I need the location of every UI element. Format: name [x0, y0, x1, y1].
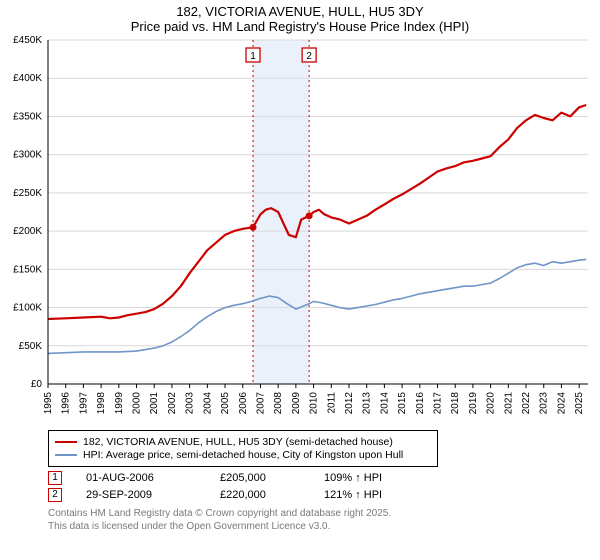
- footer-line: This data is licensed under the Open Gov…: [48, 521, 592, 534]
- svg-text:2006: 2006: [238, 392, 249, 415]
- svg-text:2: 2: [306, 51, 312, 62]
- svg-text:£200K: £200K: [13, 226, 42, 237]
- sale-row: 2 29-SEP-2009 £220,000 121% ↑ HPI: [48, 488, 592, 502]
- svg-text:2003: 2003: [185, 392, 196, 415]
- svg-text:£350K: £350K: [13, 111, 42, 122]
- svg-text:1999: 1999: [114, 392, 125, 415]
- legend-swatch: [55, 454, 77, 456]
- svg-text:£100K: £100K: [13, 303, 42, 314]
- svg-text:2024: 2024: [556, 392, 567, 415]
- svg-text:2020: 2020: [486, 392, 497, 415]
- svg-text:2005: 2005: [220, 392, 231, 415]
- legend-label: 182, VICTORIA AVENUE, HULL, HU5 3DY (sem…: [83, 436, 393, 448]
- svg-text:2008: 2008: [273, 392, 284, 415]
- sale-marker-box: 1: [48, 471, 62, 485]
- sale-date: 29-SEP-2009: [86, 489, 196, 501]
- chart-area: £0 £50K £100K £150K £200K £250K £300K £350K £400…: [0, 36, 600, 426]
- svg-text:2019: 2019: [468, 392, 479, 415]
- svg-text:£300K: £300K: [13, 150, 42, 161]
- svg-text:£150K: £150K: [13, 264, 42, 275]
- svg-text:1: 1: [250, 51, 256, 62]
- sale-row: 1 01-AUG-2006 £205,000 109% ↑ HPI: [48, 471, 592, 485]
- svg-text:2023: 2023: [539, 392, 550, 415]
- svg-text:2013: 2013: [362, 392, 373, 415]
- svg-text:2002: 2002: [167, 392, 178, 415]
- footer: Contains HM Land Registry data © Crown c…: [48, 508, 592, 533]
- svg-text:2021: 2021: [503, 392, 514, 415]
- svg-text:2007: 2007: [255, 392, 266, 415]
- sale-price: £220,000: [220, 489, 300, 501]
- sale-pct: 109% ↑ HPI: [324, 472, 414, 484]
- legend: 182, VICTORIA AVENUE, HULL, HU5 3DY (sem…: [48, 430, 438, 467]
- svg-text:2011: 2011: [326, 392, 337, 414]
- footer-line: Contains HM Land Registry data © Crown c…: [48, 508, 592, 521]
- title-subtitle: Price paid vs. HM Land Registry's House …: [0, 19, 600, 34]
- svg-text:2001: 2001: [149, 392, 160, 415]
- legend-item: 182, VICTORIA AVENUE, HULL, HU5 3DY (sem…: [55, 436, 431, 448]
- svg-text:£400K: £400K: [13, 73, 42, 84]
- svg-text:2025: 2025: [574, 392, 585, 415]
- svg-text:1995: 1995: [43, 392, 54, 415]
- svg-text:2012: 2012: [344, 392, 355, 415]
- sale-date: 01-AUG-2006: [86, 472, 196, 484]
- sale-marker-num: 2: [52, 490, 58, 500]
- svg-text:2004: 2004: [202, 392, 213, 415]
- svg-text:£250K: £250K: [13, 188, 42, 199]
- svg-text:2010: 2010: [309, 392, 320, 415]
- title-address: 182, VICTORIA AVENUE, HULL, HU5 3DY: [0, 4, 600, 19]
- svg-text:2015: 2015: [397, 392, 408, 415]
- svg-text:1996: 1996: [61, 392, 72, 415]
- svg-text:2022: 2022: [521, 392, 532, 415]
- svg-text:2018: 2018: [450, 392, 461, 415]
- sale-marker-num: 1: [52, 473, 58, 483]
- svg-text:£450K: £450K: [13, 36, 42, 46]
- sale-annotations: 1 01-AUG-2006 £205,000 109% ↑ HPI 2 29-S…: [48, 471, 592, 502]
- svg-text:£50K: £50K: [19, 341, 43, 352]
- svg-text:2009: 2009: [291, 392, 302, 415]
- chart-title: 182, VICTORIA AVENUE, HULL, HU5 3DY Pric…: [0, 0, 600, 36]
- chart-svg: £0 £50K £100K £150K £200K £250K £300K £350K £400…: [0, 36, 600, 426]
- legend-swatch: [55, 441, 77, 443]
- sale-price: £205,000: [220, 472, 300, 484]
- legend-label: HPI: Average price, semi-detached house,…: [83, 449, 403, 461]
- legend-item: HPI: Average price, semi-detached house,…: [55, 449, 431, 461]
- svg-text:1997: 1997: [78, 392, 89, 415]
- sale-marker-box: 2: [48, 488, 62, 502]
- svg-text:2017: 2017: [433, 392, 444, 415]
- sale-pct: 121% ↑ HPI: [324, 489, 414, 501]
- svg-text:2014: 2014: [379, 392, 390, 415]
- svg-text:1998: 1998: [96, 392, 107, 415]
- svg-text:£0: £0: [31, 379, 43, 390]
- svg-text:2016: 2016: [415, 392, 426, 415]
- svg-text:2000: 2000: [132, 392, 143, 415]
